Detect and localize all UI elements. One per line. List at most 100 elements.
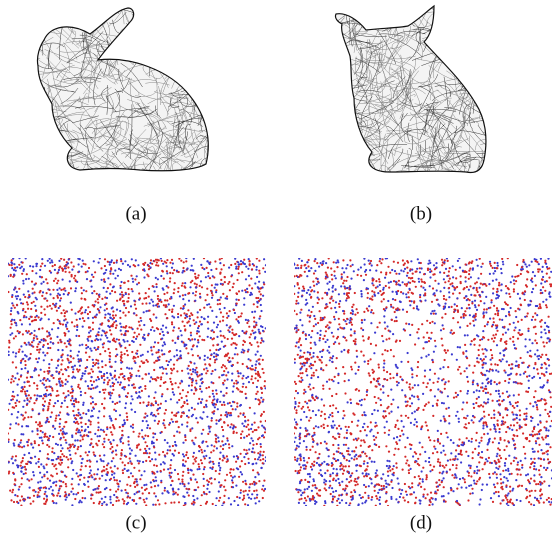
point — [424, 375, 426, 377]
point — [194, 371, 196, 373]
stroke-line — [474, 0, 479, 7]
point — [19, 446, 21, 448]
point — [131, 288, 133, 290]
point — [200, 373, 202, 375]
point — [172, 388, 174, 390]
point — [170, 464, 172, 466]
point — [213, 331, 215, 333]
stroke-line — [450, 9, 458, 20]
point — [75, 398, 77, 400]
point — [246, 366, 248, 368]
stroke-line — [210, 70, 223, 79]
point — [171, 472, 173, 474]
point — [223, 486, 225, 488]
point — [18, 351, 20, 353]
point — [204, 359, 206, 361]
stroke-line — [27, 52, 33, 62]
point — [403, 426, 405, 428]
point — [338, 318, 340, 320]
point — [109, 496, 111, 498]
stroke-line — [131, 0, 150, 1]
point — [222, 293, 224, 295]
point — [246, 322, 248, 324]
point — [182, 298, 184, 300]
point — [235, 333, 237, 335]
point — [94, 403, 96, 405]
point — [167, 364, 169, 366]
point — [28, 294, 30, 296]
point — [221, 426, 223, 428]
point — [28, 318, 30, 320]
point — [15, 366, 17, 368]
stroke-line — [321, 80, 344, 89]
point — [173, 435, 175, 437]
point — [177, 494, 179, 496]
point — [103, 446, 105, 448]
point — [175, 421, 177, 423]
point — [242, 262, 244, 264]
point — [83, 320, 85, 322]
point — [241, 391, 243, 393]
stroke-line — [482, 48, 511, 67]
point — [48, 421, 50, 423]
point — [132, 475, 134, 477]
stroke-line — [480, 54, 489, 66]
point — [60, 258, 62, 260]
point — [44, 486, 46, 488]
point — [451, 353, 453, 355]
point — [28, 452, 30, 454]
point — [12, 258, 14, 260]
point — [173, 326, 175, 328]
point — [14, 478, 16, 480]
point — [187, 391, 189, 393]
point — [84, 497, 86, 499]
point — [18, 257, 20, 259]
point — [60, 450, 62, 452]
point — [191, 503, 193, 505]
point — [171, 267, 173, 269]
stroke-line — [324, 45, 336, 59]
point — [130, 425, 132, 427]
stroke-line — [102, 170, 131, 175]
point — [123, 388, 125, 390]
stroke-line — [196, 31, 205, 42]
point — [134, 411, 136, 413]
point — [386, 379, 388, 381]
point — [15, 322, 17, 324]
point — [99, 455, 101, 457]
point — [466, 325, 468, 327]
point — [73, 405, 75, 407]
point — [119, 293, 121, 295]
point — [312, 484, 314, 486]
point — [549, 425, 551, 427]
point — [211, 297, 213, 299]
point — [206, 493, 208, 495]
point — [121, 434, 123, 436]
point — [120, 345, 122, 347]
point — [259, 451, 261, 453]
point — [118, 485, 120, 487]
point — [31, 376, 33, 378]
stroke-line — [6, 35, 42, 51]
point — [38, 466, 40, 468]
point — [193, 362, 195, 364]
point — [134, 278, 136, 280]
point — [387, 406, 389, 408]
stroke-line — [32, 171, 55, 193]
point — [38, 413, 40, 415]
stroke-line — [213, 141, 235, 167]
point — [160, 328, 162, 330]
point — [116, 261, 118, 263]
stroke-line — [170, 0, 206, 14]
stroke-line — [27, 14, 42, 24]
point — [104, 281, 106, 283]
point — [445, 352, 447, 354]
point — [181, 370, 183, 372]
point — [232, 486, 234, 488]
point — [58, 320, 60, 322]
point — [122, 312, 124, 314]
point — [57, 400, 59, 402]
point — [98, 485, 100, 487]
point — [116, 479, 118, 481]
stroke-line — [455, 170, 458, 190]
